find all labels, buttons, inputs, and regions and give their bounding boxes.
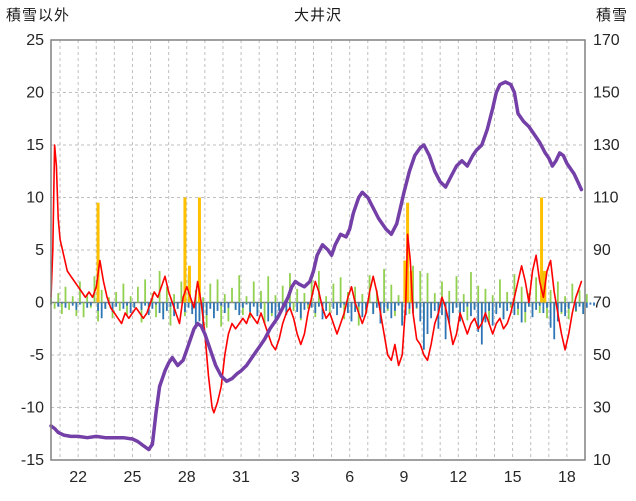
left-axis-title: 積雪以外 <box>6 7 71 24</box>
x-axis-tick-label: 25 <box>124 469 142 486</box>
x-axis-tick-label: 22 <box>69 469 87 486</box>
chart-title: 大井沢 <box>293 7 342 24</box>
x-axis-tick-label: 28 <box>178 469 196 486</box>
red-line <box>50 144 583 414</box>
right-axis-tick-label: 30 <box>593 400 611 417</box>
left-axis-tick-label: 0 <box>35 295 44 312</box>
x-axis-tick-label: 12 <box>449 469 467 486</box>
x-axis-tick-label: 6 <box>345 469 354 486</box>
x-axis-tick-label: 9 <box>400 469 409 486</box>
x-axis-tick-label: 3 <box>291 469 300 486</box>
left-axis-tick-label: -10 <box>21 400 44 417</box>
right-axis-tick-label: 70 <box>593 295 611 312</box>
x-axis-tick-label: 31 <box>232 469 250 486</box>
right-axis-tick-label: 150 <box>593 85 620 102</box>
left-axis-tick-label: 20 <box>26 85 44 102</box>
left-axis-tick-label: -5 <box>30 347 44 364</box>
left-axis-tick-label: 10 <box>26 190 44 207</box>
x-axis-tick-label: 18 <box>558 469 576 486</box>
x-axis-tick-label: 15 <box>504 469 522 486</box>
plot-border <box>50 39 586 461</box>
left-axis-tick-label: -15 <box>21 452 44 469</box>
left-axis-tick-label: 15 <box>26 137 44 154</box>
right-axis-title: 積雪 <box>595 7 628 24</box>
right-axis-tick-label: 10 <box>593 452 611 469</box>
left-axis-tick-label: 5 <box>35 242 44 259</box>
left-axis-tick-label: 25 <box>26 32 44 49</box>
right-axis-tick-label: 170 <box>593 32 620 49</box>
right-axis-tick-label: 50 <box>593 347 611 364</box>
purple-line <box>49 80 584 452</box>
right-axis-tick-label: 130 <box>593 137 620 154</box>
right-axis-tick-label: 90 <box>593 242 611 259</box>
right-axis-tick-label: 110 <box>593 190 619 207</box>
